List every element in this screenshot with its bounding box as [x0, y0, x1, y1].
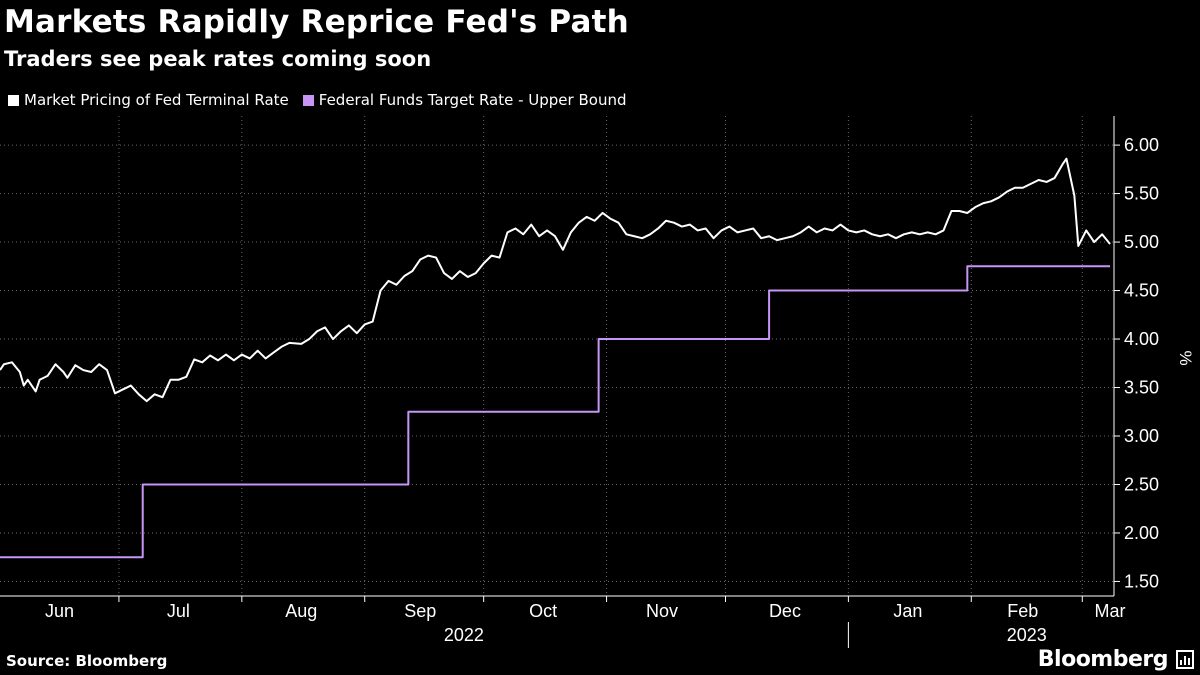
bloomberg-logo: Bloomberg	[1037, 647, 1169, 672]
y-tick-label: 3.00	[1124, 426, 1159, 446]
x-tick-label: Sep	[404, 601, 436, 621]
x-tick-label: Jun	[45, 601, 74, 621]
y-tick-label: 3.50	[1124, 378, 1159, 398]
x-tick-label: Jul	[167, 601, 190, 621]
bar-chart-icon	[1176, 650, 1194, 669]
y-tick-label: 5.00	[1124, 232, 1159, 252]
chart-labels: 1.50 2.00 2.50 3.00 3.50 4.00 4.50 5.00 5.50 6.00…	[45, 135, 1195, 645]
chart-axes	[0, 116, 1120, 648]
y-tick-label: 1.50	[1124, 571, 1159, 591]
legend-item-fed-funds: Federal Funds Target Rate - Upper Bound	[302, 91, 627, 109]
y-tick-label: 4.50	[1124, 281, 1159, 301]
chart-title: Markets Rapidly Reprice Fed's Path	[4, 4, 629, 40]
series-line-fed-funds-rate	[0, 265, 1111, 559]
legend-swatch-terminal-rate	[8, 94, 19, 106]
legend-swatch-fed-funds	[302, 94, 314, 106]
y-tick-label: 5.50	[1124, 184, 1159, 204]
y-axis-unit-label: %	[1176, 350, 1195, 365]
x-tick-label: Mar	[1095, 601, 1126, 621]
legend-label-fed-funds: Federal Funds Target Rate - Upper Bound	[318, 91, 627, 109]
y-tick-label: 6.00	[1124, 135, 1159, 155]
legend-item-terminal-rate: Market Pricing of Fed Terminal Rate	[8, 91, 289, 109]
chart-grid	[0, 116, 1114, 596]
source-note: Source: Bloomberg	[6, 652, 168, 670]
chart-legend: Market Pricing of Fed Terminal Rate Fede…	[8, 91, 640, 109]
y-tick-label: 2.00	[1124, 523, 1159, 543]
x-tick-label: Jan	[893, 601, 922, 621]
chart-subtitle: Traders see peak rates coming soon	[4, 47, 432, 71]
x-tick-label: Aug	[285, 601, 317, 621]
x-tick-label: Feb	[1007, 601, 1038, 621]
y-tick-label: 2.50	[1124, 474, 1159, 494]
y-tick-label: 4.00	[1124, 329, 1159, 349]
legend-label-terminal-rate: Market Pricing of Fed Terminal Rate	[24, 91, 289, 109]
x-tick-label: Dec	[769, 601, 801, 621]
series-line-terminal-rate	[0, 157, 1111, 403]
x-year-label: 2022	[444, 625, 484, 645]
x-tick-label: Oct	[529, 601, 557, 621]
chart-series	[0, 157, 1111, 559]
x-year-label: 2023	[1007, 625, 1047, 645]
x-tick-label: Nov	[646, 601, 678, 621]
